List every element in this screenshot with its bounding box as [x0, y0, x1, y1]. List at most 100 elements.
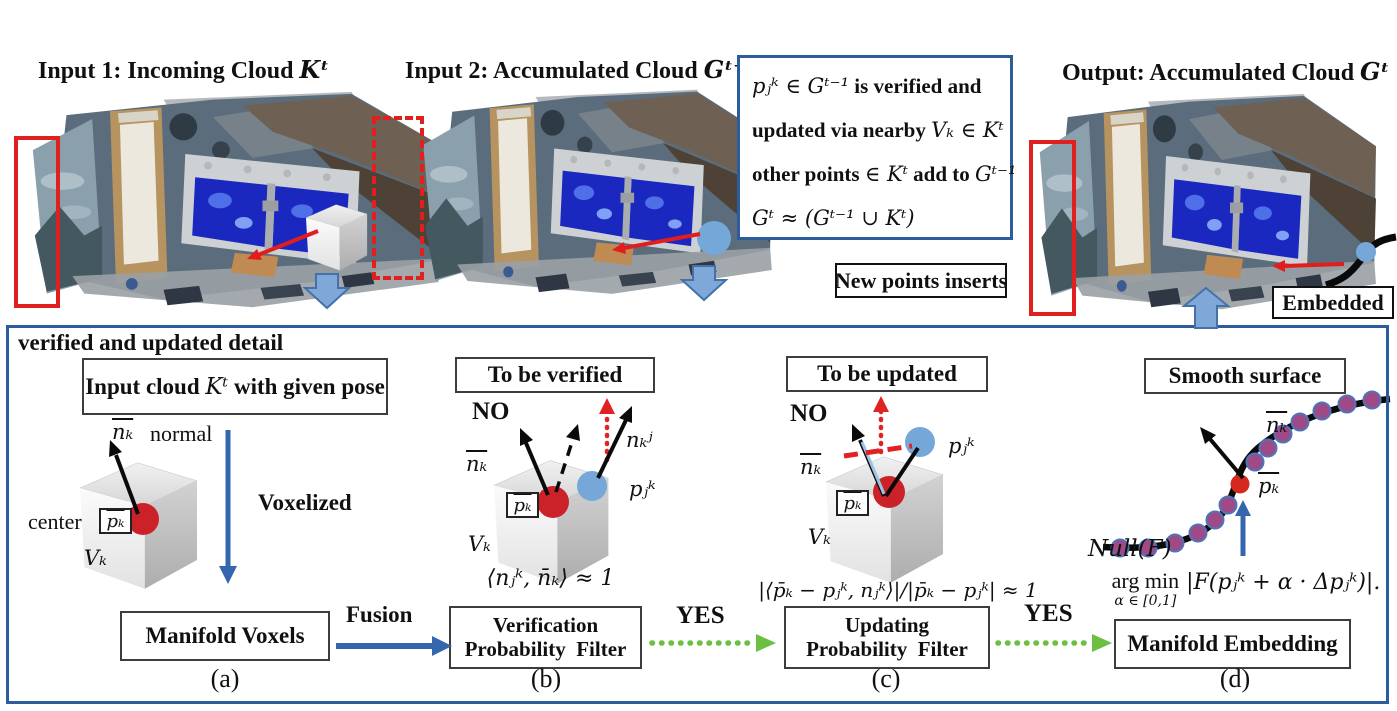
- input2-title: Input 2: Accumulated Cloud Gᵗ⁻¹: [405, 55, 756, 85]
- nk-label-d-text: nₖ: [1266, 413, 1288, 437]
- updating-filter-line1: Updating: [844, 612, 930, 637]
- caption-a-text: (a): [210, 664, 240, 693]
- detail-title-text: verified and updated detail: [18, 330, 284, 355]
- smooth-surface-text: Smooth surface: [1168, 363, 1322, 388]
- argmin-body: |F(pⱼᵏ + α · Δpⱼᵏ)|.: [1186, 570, 1381, 595]
- highlight-rect-input1: [14, 136, 60, 308]
- info-line2-math: Vₖ ∈ Kᵗ: [931, 118, 1004, 142]
- yes-label-2: YES: [1024, 600, 1073, 628]
- manifold-voxels-text: Manifold Voxels: [145, 623, 305, 648]
- vk-label-b-text: Vₖ: [468, 532, 491, 556]
- argmin-subscript: α ∈ [0,1]: [1114, 593, 1177, 609]
- vk-label-b: Vₖ: [468, 532, 491, 556]
- pk-chip-a: pₖ: [99, 508, 132, 534]
- detail-panel: [6, 325, 1389, 704]
- no-label-c: NO: [790, 400, 828, 428]
- output-title-math: Gᵗ: [1360, 57, 1390, 86]
- highlight-rect-input2-dashed: [372, 116, 424, 280]
- fusion-text: Fusion: [346, 602, 413, 627]
- argmin-operator: arg min α ∈ [0,1]: [1111, 568, 1180, 609]
- normal-symbol-a: nₖ: [112, 420, 133, 444]
- smooth-surface-box: Smooth surface: [1144, 358, 1346, 394]
- point-cloud-image-input2: [423, 89, 772, 294]
- info-line3-math1: ∈ Kᵗ: [864, 162, 908, 186]
- manifold-voxels-box: Manifold Voxels: [120, 611, 330, 661]
- verification-filter-box: Verification Probability Filter: [449, 606, 642, 669]
- caption-a: (a): [200, 664, 250, 694]
- updating-formula: |⟨p̄ₖ − pⱼᵏ, nⱼᵏ⟩|/|p̄ₖ − pⱼᵏ| ≈ 1: [748, 578, 1048, 602]
- to-be-verified-text: To be verified: [487, 362, 623, 387]
- info-line-4: Gᵗ ≈ (Gᵗ⁻¹ ∪ Kᵗ): [752, 196, 1010, 240]
- info-line-3: other points ∈ Kᵗ add to Gᵗ⁻¹: [752, 152, 1016, 196]
- vk-label-a-text: Vₖ: [84, 546, 107, 570]
- null-f-text: Null(F): [1088, 536, 1172, 562]
- to-be-updated-box: To be updated: [786, 356, 988, 392]
- caption-c-text: (c): [871, 664, 901, 693]
- input2-title-text: Input 2: Accumulated Cloud: [405, 58, 704, 84]
- embedded-label: Embedded: [1272, 286, 1394, 319]
- pk-chip-c: pₖ: [836, 490, 869, 516]
- pk-chip-a-text: pₖ: [106, 510, 125, 532]
- yes-label-1: YES: [676, 602, 725, 630]
- blue-point-input2: [697, 221, 731, 255]
- info-line3-math2: Gᵗ⁻¹: [975, 162, 1017, 186]
- pk-chip-b: pₖ: [506, 492, 539, 518]
- new-points-inserts-label: New points inserts: [835, 263, 1007, 298]
- input1-title-math: Kᵗ: [299, 55, 330, 84]
- nkj-label-b-text: nₖʲ: [626, 428, 653, 452]
- nk-label-b: nₖ: [466, 452, 487, 476]
- caption-d: (d): [1210, 664, 1260, 694]
- verification-filter-line2: Probability Filter: [464, 636, 627, 661]
- vk-label-a: Vₖ: [84, 546, 107, 570]
- caption-b: (b): [521, 664, 571, 694]
- updating-formula-text: |⟨p̄ₖ − pⱼᵏ, nⱼᵏ⟩|/|p̄ₖ − pⱼᵏ| ≈ 1: [758, 578, 1038, 602]
- updating-filter-box: Updating Probability Filter: [784, 606, 990, 669]
- yes-label-1-text: YES: [676, 602, 725, 629]
- new-points-inserts-text: New points inserts: [834, 267, 1008, 293]
- nk-label-d: nₖ: [1266, 413, 1287, 437]
- info-line-2: updated via nearby Vₖ ∈ Kᵗ: [752, 108, 1010, 152]
- info-line3-bold2: add to: [907, 162, 975, 186]
- caption-d-text: (d): [1219, 664, 1251, 693]
- nkj-label-b: nₖʲ: [626, 428, 653, 452]
- input1-title: Input 1: Incoming Cloud Kᵗ: [38, 55, 329, 85]
- caption-b-text: (b): [530, 664, 562, 693]
- pk-chip-c-text: pₖ: [843, 492, 862, 514]
- output-title: Output: Accumulated Cloud Gᵗ: [1062, 57, 1389, 87]
- input-cloud-b2: with given pose: [228, 373, 385, 399]
- argmin-prefix: arg min: [1111, 568, 1180, 593]
- voxelized-label: Voxelized: [258, 490, 352, 516]
- pjk-label-c: pⱼᵏ: [948, 434, 975, 458]
- pk-label-d: pₖ: [1258, 474, 1279, 498]
- to-be-verified-box: To be verified: [455, 357, 655, 393]
- normal-word-text: normal: [150, 421, 213, 446]
- input-cloud-text: Input cloud Kᵗ with given pose: [85, 374, 385, 400]
- to-be-updated-text: To be updated: [817, 361, 957, 386]
- info-line2-bold: updated via nearby: [752, 118, 932, 142]
- no-label-b: NO: [472, 398, 510, 426]
- input-cloud-math: Kᵗ: [205, 373, 229, 400]
- info-line1-bold: is verified and: [849, 74, 982, 98]
- info-box: pⱼᵏ ∈ Gᵗ⁻¹ is verified and updated via n…: [737, 55, 1016, 240]
- pjk-label-b-text: pⱼᵏ: [629, 477, 656, 501]
- pjk-label-c-text: pⱼᵏ: [948, 434, 975, 458]
- caption-c: (c): [861, 664, 911, 694]
- output-title-text: Output: Accumulated Cloud: [1062, 60, 1361, 86]
- nk-label-c: nₖ: [800, 455, 821, 479]
- no-label-b-text: NO: [472, 398, 510, 425]
- info-line4-math: Gᵗ ≈ (Gᵗ⁻¹ ∪ Kᵗ): [752, 206, 915, 230]
- no-label-c-text: NO: [790, 400, 828, 427]
- manifold-embedding-box: Manifold Embedding: [1114, 619, 1351, 669]
- voxelized-text: Voxelized: [258, 490, 352, 515]
- pk-chip-b-text: pₖ: [513, 494, 532, 516]
- normal-symbol-a-text: nₖ: [112, 420, 134, 444]
- null-f-label: Null(F): [1088, 536, 1172, 562]
- center-label: center: [28, 509, 82, 535]
- verification-formula-text: ⟨nⱼᵏ, n̄ₖ⟩ ≈ 1: [486, 566, 615, 591]
- info-line-1: pⱼᵏ ∈ Gᵗ⁻¹ is verified and: [752, 64, 1010, 108]
- input-cloud-b1: Input cloud: [85, 373, 206, 399]
- nk-label-b-text: nₖ: [466, 452, 488, 476]
- manifold-embedding-text: Manifold Embedding: [1127, 631, 1338, 656]
- point-cloud-image-output: [1039, 93, 1376, 310]
